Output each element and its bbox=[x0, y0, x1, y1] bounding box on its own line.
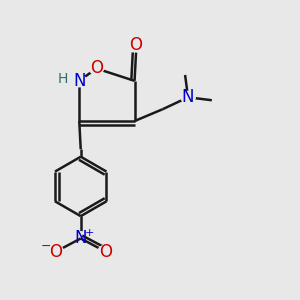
Ellipse shape bbox=[181, 92, 195, 103]
Ellipse shape bbox=[73, 232, 89, 245]
Text: H: H bbox=[58, 72, 68, 86]
Ellipse shape bbox=[47, 245, 64, 259]
Text: N: N bbox=[73, 72, 85, 90]
Ellipse shape bbox=[98, 245, 114, 259]
Text: N: N bbox=[182, 88, 194, 106]
Text: O: O bbox=[100, 243, 112, 261]
Ellipse shape bbox=[89, 63, 103, 74]
Text: O: O bbox=[49, 243, 62, 261]
Text: N: N bbox=[74, 230, 87, 247]
Ellipse shape bbox=[72, 75, 86, 87]
Text: O: O bbox=[90, 59, 103, 77]
Text: −: − bbox=[41, 240, 51, 253]
Text: +: + bbox=[84, 228, 94, 238]
Text: O: O bbox=[130, 36, 142, 54]
